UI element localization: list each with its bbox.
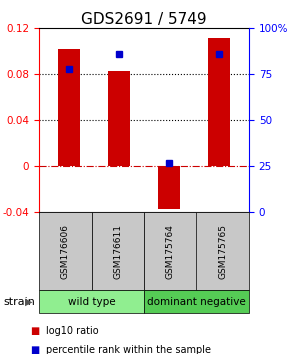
Bar: [208, 38, 230, 166]
Text: GSM175765: GSM175765: [218, 224, 227, 279]
Text: GSM175764: GSM175764: [166, 224, 175, 279]
Text: GSM176611: GSM176611: [113, 224, 122, 279]
Text: ■: ■: [30, 326, 39, 336]
Bar: [158, 166, 180, 209]
Text: ▶: ▶: [25, 297, 32, 307]
Text: dominant negative: dominant negative: [147, 297, 246, 307]
Text: GSM176606: GSM176606: [61, 224, 70, 279]
Title: GDS2691 / 5749: GDS2691 / 5749: [81, 12, 207, 27]
Text: strain: strain: [3, 297, 35, 307]
Bar: [58, 49, 80, 166]
Text: ■: ■: [30, 346, 39, 354]
Text: log10 ratio: log10 ratio: [46, 326, 99, 336]
Text: wild type: wild type: [68, 297, 115, 307]
Text: percentile rank within the sample: percentile rank within the sample: [46, 346, 211, 354]
Bar: [108, 71, 130, 166]
